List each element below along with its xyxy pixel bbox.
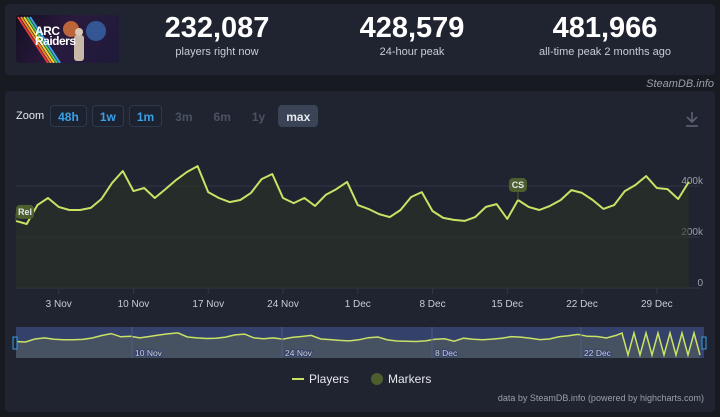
marker-label: CS bbox=[512, 180, 525, 190]
navigator-label: 8 Dec bbox=[435, 348, 458, 358]
stat-current-players: 232,087 players right now bbox=[164, 12, 270, 58]
x-tick-label: 24 Nov bbox=[267, 299, 299, 310]
navigator-label: 22 Dec bbox=[584, 348, 612, 358]
x-tick-label: 10 Nov bbox=[118, 299, 150, 310]
stats-panel bbox=[5, 4, 715, 75]
x-tick-label: 22 Dec bbox=[566, 299, 598, 310]
zoom-max-button[interactable]: max bbox=[278, 105, 319, 127]
x-tick-label: 1 Dec bbox=[345, 299, 371, 310]
players-area bbox=[16, 166, 689, 288]
navigator-area bbox=[16, 332, 700, 358]
navigator-label: 24 Nov bbox=[285, 348, 313, 358]
marker-label: Rel bbox=[18, 207, 32, 217]
chart-credits[interactable]: data by SteamDB.info (powered by highcha… bbox=[497, 393, 704, 403]
legend-markers[interactable]: Markers bbox=[388, 372, 432, 386]
zoom-1w-button[interactable]: 1w bbox=[91, 105, 124, 127]
navigator-label: 10 Nov bbox=[135, 348, 163, 358]
event-marker[interactable] bbox=[508, 178, 527, 193]
zoom-selector: Zoom 48h 1w 1m 3m 6m 1y max bbox=[16, 105, 319, 127]
zoom-1y-button[interactable]: 1y bbox=[251, 110, 266, 124]
zoom-1m-button[interactable]: 1m bbox=[128, 105, 163, 127]
event-marker[interactable] bbox=[16, 204, 34, 219]
navigator-handle-right[interactable] bbox=[701, 336, 707, 350]
chart-legend: Players Markers bbox=[292, 372, 431, 386]
players-legend-swatch bbox=[292, 378, 304, 380]
steamdb-watermark[interactable]: SteamDB.info bbox=[646, 78, 714, 90]
y-tick-label: 0 bbox=[697, 278, 703, 289]
stat-all-time-peak: 481,966 all-time peak 2 months ago bbox=[538, 12, 672, 58]
x-tick-label: 29 Dec bbox=[641, 299, 673, 310]
x-tick-label: 8 Dec bbox=[419, 299, 445, 310]
x-tick-label: 17 Nov bbox=[192, 299, 224, 310]
game-art-icon bbox=[17, 16, 106, 63]
download-icon[interactable] bbox=[684, 110, 700, 128]
stat-24h-peak: 428,579 24-hour peak bbox=[359, 12, 465, 58]
zoom-label: Zoom bbox=[16, 110, 45, 122]
game-title: ARC Raiders bbox=[35, 24, 76, 48]
markers-legend-swatch bbox=[371, 373, 384, 385]
zoom-6m-button[interactable]: 6m bbox=[213, 110, 231, 124]
y-tick-label: 400k bbox=[681, 176, 704, 187]
game-thumbnail[interactable]: ARC Raiders bbox=[16, 15, 119, 63]
x-tick-label: 3 Nov bbox=[46, 299, 72, 310]
navigator-handle-left[interactable] bbox=[12, 336, 18, 350]
zoom-3m-button[interactable]: 3m bbox=[175, 110, 193, 124]
zoom-48h-button[interactable]: 48h bbox=[50, 105, 87, 127]
legend-players[interactable]: Players bbox=[309, 372, 350, 386]
x-tick-label: 15 Dec bbox=[491, 299, 523, 310]
players-line[interactable] bbox=[15, 165, 690, 225]
navigator-line bbox=[15, 330, 701, 358]
y-tick-label: 200k bbox=[681, 227, 704, 238]
